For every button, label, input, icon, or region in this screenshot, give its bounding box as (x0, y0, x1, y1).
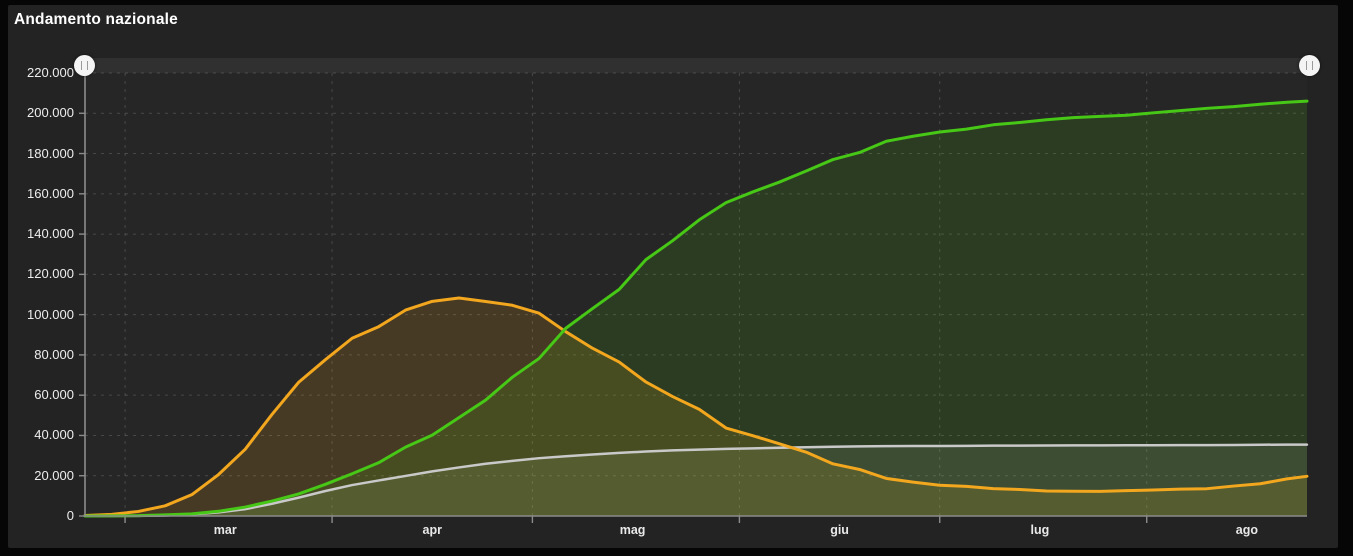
series-orange-line (83, 296, 1309, 518)
y-axis-label: 220.000 (27, 65, 74, 80)
slider-handle-left[interactable] (74, 55, 95, 76)
slider-handle-right[interactable] (1299, 55, 1320, 76)
x-axis-label-lug: lug (1030, 523, 1050, 537)
y-axis-label: 80.000 (34, 346, 74, 362)
drag-handle-icon (81, 61, 88, 70)
y-axis-label: 180.000 (27, 145, 74, 161)
drag-handle-icon (1306, 61, 1313, 70)
trend-chart-card: Andamento nazionale 0 20.000 40.000 60.000 8… (8, 5, 1338, 548)
series-orange-area (85, 298, 1307, 516)
x-axis-label-ago: ago (1235, 523, 1258, 537)
series-green-line (83, 99, 1309, 518)
x-axis-label-giu: giu (830, 523, 849, 537)
chart-title: Andamento nazionale (14, 11, 178, 28)
time-range-slider-track[interactable] (85, 58, 1312, 73)
series-gray-area (85, 444, 1307, 516)
x-axis-label-apr: apr (422, 523, 442, 537)
x-axis-label-mag: mag (619, 523, 646, 537)
y-axis-label: 0 (66, 508, 74, 523)
series-green-area (85, 101, 1307, 516)
y-axis-label: 140.000 (27, 226, 74, 242)
series-gray-line (83, 443, 1309, 518)
line-chart-plot[interactable] (8, 5, 1338, 548)
x-axis-label-mar: mar (213, 523, 237, 537)
y-axis-label: 100.000 (27, 306, 74, 322)
y-axis-label: 200.000 (27, 105, 74, 121)
y-axis-label: 160.000 (27, 185, 74, 201)
y-axis-label: 120.000 (27, 266, 74, 282)
y-axis-label: 40.000 (34, 427, 74, 443)
plot-area-background[interactable] (85, 73, 1307, 516)
y-axis-label: 20.000 (34, 467, 74, 483)
y-axis-label: 60.000 (34, 387, 74, 403)
